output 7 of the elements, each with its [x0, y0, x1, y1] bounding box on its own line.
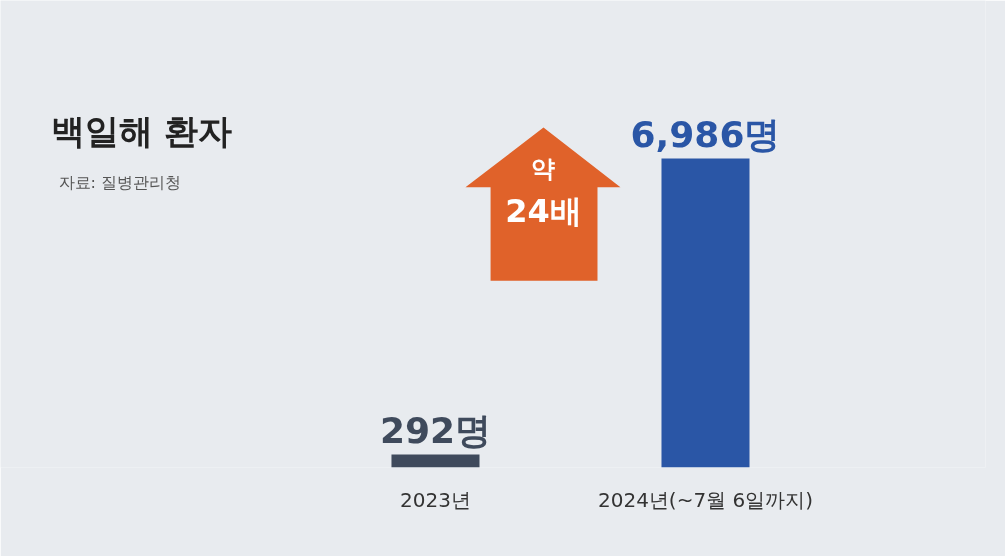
data-label: 6,986명 [630, 113, 781, 155]
text: 자료: 질병관리청 [58, 173, 181, 192]
annotation: 약 24배 [505, 154, 582, 230]
x-tick-label: 2023년 [400, 487, 471, 512]
chart-title: 백일해 환자 [50, 110, 233, 151]
data-label: 292명 [379, 409, 492, 451]
x-tick-label: 2024년(~7월 6일까지) [597, 487, 814, 512]
